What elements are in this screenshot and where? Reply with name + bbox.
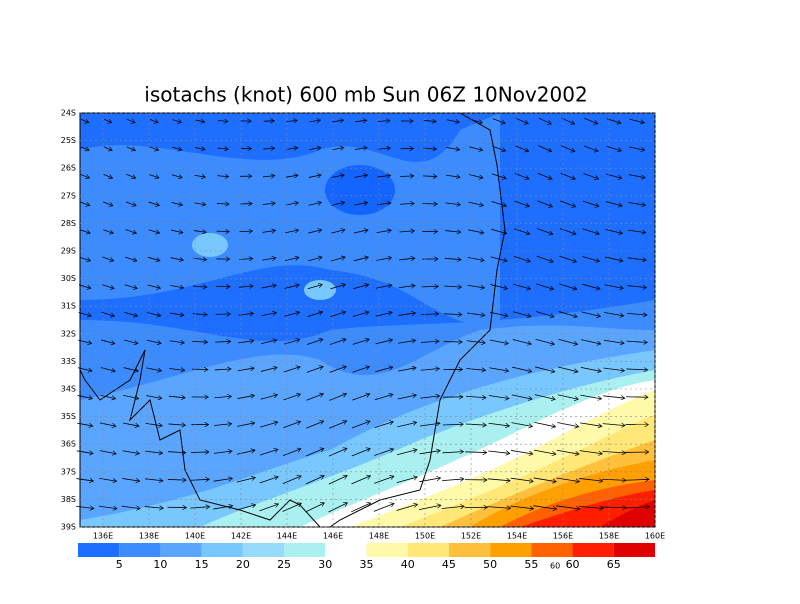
lat-label: 28S: [61, 219, 76, 228]
wind-arrow: [422, 286, 439, 287]
lon-label: 158E: [599, 532, 619, 541]
colorbar-label: 55: [524, 558, 538, 571]
colorbar-label: 15: [195, 558, 209, 571]
lon-label: 150E: [415, 532, 435, 541]
colorbar-label: 60: [566, 558, 580, 571]
title: isotachs (knot) 600 mb Sun 06Z 10Nov2002: [144, 83, 587, 107]
colorbar-swatch: [614, 543, 655, 557]
lat-label: 27S: [61, 191, 76, 200]
lon-label: 140E: [185, 532, 205, 541]
colorbar-swatch: [367, 543, 408, 557]
wind-arrow: [192, 369, 208, 370]
lat-label: 34S: [61, 385, 76, 394]
contour-label: 60: [550, 562, 560, 571]
colorbar-swatch: [160, 543, 201, 557]
colorbar-swatch: [119, 543, 160, 557]
lat-label: 39S: [61, 523, 76, 532]
colorbar-swatch: [449, 543, 490, 557]
lat-label: 31S: [61, 302, 76, 311]
colorbar-label: 10: [153, 558, 167, 571]
colorbar-swatch: [573, 543, 614, 557]
lat-label: 37S: [61, 467, 76, 476]
colorbar-label: 30: [318, 558, 332, 571]
wind-arrow: [191, 452, 209, 453]
lon-label: 136E: [93, 532, 113, 541]
colorbar-label: 45: [442, 558, 456, 571]
colorbar-swatch: [78, 543, 119, 557]
lat-label: 35S: [61, 412, 76, 421]
lat-label: 26S: [61, 164, 76, 173]
colorbar-label: 35: [360, 558, 374, 571]
colorbar-label: 25: [277, 558, 291, 571]
colorbar-label: 40: [401, 558, 415, 571]
lon-label: 154E: [507, 532, 527, 541]
lat-label: 38S: [61, 495, 76, 504]
lon-label: 138E: [139, 532, 159, 541]
colorbar-swatch: [284, 543, 325, 557]
colorbar: 5 10 15 20 25 30 35 40 45 50 55 60 65: [78, 543, 655, 571]
wind-arrow: [626, 397, 648, 398]
lon-label: 142E: [231, 532, 251, 541]
lat-label: 25S: [61, 136, 76, 145]
colorbar-swatch: [202, 543, 243, 557]
colorbar-swatch: [490, 543, 531, 557]
lon-label: 160E: [645, 532, 665, 541]
lat-label: 29S: [61, 247, 76, 256]
lon-label: 148E: [369, 532, 389, 541]
colorbar-swatch: [531, 543, 572, 557]
colorbar-label: 65: [607, 558, 621, 571]
colorbar-label: 20: [236, 558, 250, 571]
lon-label: 156E: [553, 532, 573, 541]
lon-label: 144E: [277, 532, 297, 541]
colorbar-swatch: [408, 543, 449, 557]
lat-label: 24S: [61, 109, 76, 118]
lon-label: 152E: [461, 532, 481, 541]
colorbar-label: 5: [116, 558, 123, 571]
lat-label: 36S: [61, 440, 76, 449]
colorbar-label: 50: [483, 558, 497, 571]
lat-label: 33S: [61, 357, 76, 366]
lon-label: 146E: [323, 532, 343, 541]
lat-label: 30S: [61, 274, 76, 283]
isotach-field: [80, 113, 655, 527]
colorbar-swatch: [325, 543, 366, 557]
lat-label: 32S: [61, 329, 76, 338]
colorbar-swatch: [243, 543, 284, 557]
